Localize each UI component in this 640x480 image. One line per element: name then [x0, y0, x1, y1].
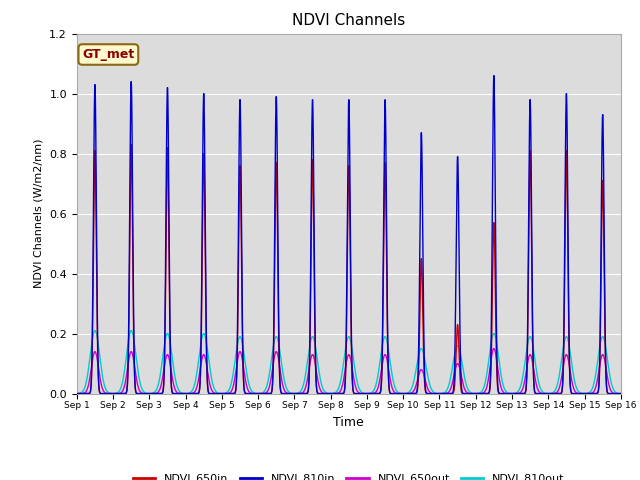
Legend: NDVI_650in, NDVI_810in, NDVI_650out, NDVI_810out: NDVI_650in, NDVI_810in, NDVI_650out, NDV…: [129, 469, 569, 480]
Text: GT_met: GT_met: [82, 48, 134, 61]
X-axis label: Time: Time: [333, 416, 364, 429]
Y-axis label: NDVI Channels (W/m2/nm): NDVI Channels (W/m2/nm): [34, 139, 44, 288]
Title: NDVI Channels: NDVI Channels: [292, 13, 405, 28]
